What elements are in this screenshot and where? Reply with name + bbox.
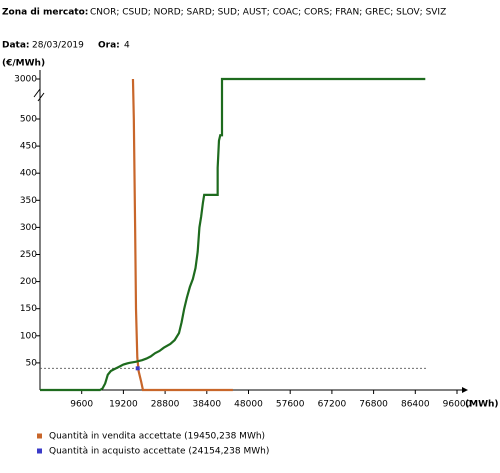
x-tick-label: 86400 bbox=[401, 400, 430, 410]
supply-demand-line bbox=[40, 77, 426, 392]
marker bbox=[135, 366, 140, 371]
x-tick-label: 67200 bbox=[318, 400, 347, 410]
zone-label: Zona di mercato: bbox=[2, 8, 88, 18]
y-tick-label: 400 bbox=[20, 169, 37, 179]
y-tick-label: 200 bbox=[20, 277, 37, 287]
y-tick-label: 150 bbox=[20, 304, 37, 314]
x-axis-arrow bbox=[462, 387, 468, 393]
x-tick-label: 28800 bbox=[151, 400, 180, 410]
y-tick-label: 300 bbox=[20, 223, 37, 233]
y-tick-label: 500 bbox=[20, 115, 37, 125]
legend-swatch bbox=[37, 448, 42, 454]
y-tick-label: 50 bbox=[26, 358, 38, 368]
supply-demand-line bbox=[131, 78, 233, 392]
legend-label: Quantità in acquisto accettate (24154,23… bbox=[49, 447, 269, 457]
date: 28/03/2019 bbox=[32, 41, 84, 51]
axis-break bbox=[33, 88, 45, 102]
legend-swatch bbox=[37, 433, 42, 439]
x-tick-label: 57600 bbox=[276, 400, 305, 410]
x-tick-label: 9600 bbox=[70, 400, 93, 410]
x-tick-label: 76800 bbox=[359, 400, 388, 410]
x-tick-label: 48000 bbox=[234, 400, 263, 410]
hour: 4 bbox=[124, 41, 130, 51]
x-tick-label: 96000 bbox=[443, 400, 472, 410]
y-tick-label: 250 bbox=[20, 250, 37, 260]
date-label: Data: bbox=[2, 41, 30, 51]
legend-label: Quantità in vendita accettate (19450,238… bbox=[49, 432, 265, 442]
x-tick-label: 38400 bbox=[192, 400, 221, 410]
hour-label: Ora: bbox=[98, 41, 120, 51]
y-tick-label: 100 bbox=[20, 331, 37, 341]
y-axis-label: (€/MWh) bbox=[2, 59, 45, 69]
y-tick-label: 450 bbox=[20, 142, 37, 152]
x-axis-label: (MWh) bbox=[465, 400, 499, 410]
y-tick-label: 350 bbox=[20, 196, 37, 206]
y-tick-label: 3000 bbox=[14, 75, 37, 85]
x-tick-label: 19200 bbox=[109, 400, 138, 410]
zones: CNOR; CSUD; NORD; SARD; SUD; AUST; COAC;… bbox=[90, 8, 446, 18]
